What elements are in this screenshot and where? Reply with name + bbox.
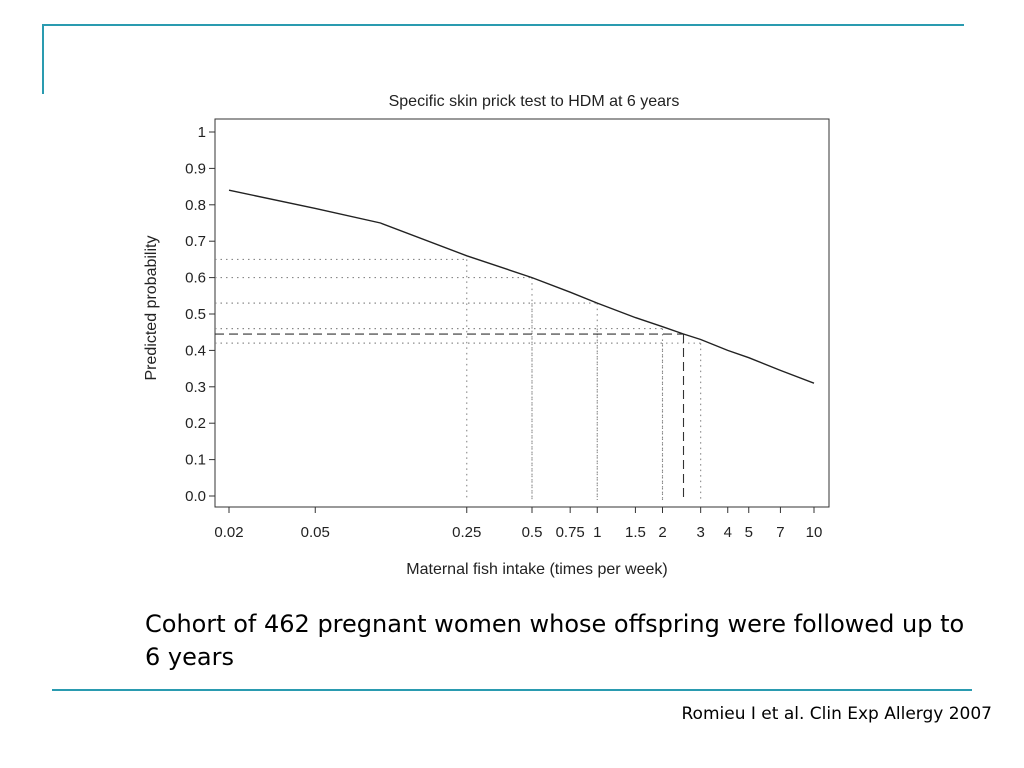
x-axis: 0.02 0.05 0.25 0.5 0.75 1 1.5 2 3 4 5 7 10: [214, 507, 822, 541]
y-tick-label: 0.3: [185, 379, 206, 396]
left-accent-line: [42, 24, 44, 94]
x-tick-label: 0.02: [214, 524, 243, 541]
x-tick-label: 0.75: [556, 524, 585, 541]
plot-frame: [214, 118, 830, 508]
y-tick-label: 1: [198, 124, 206, 141]
y-tick-label: 0.5: [185, 306, 206, 323]
x-tick-label: 3: [696, 524, 704, 541]
x-tick-label: 2: [658, 524, 666, 541]
x-tick-label: 0.25: [452, 524, 481, 541]
y-tick-label: 0.8: [185, 197, 206, 214]
y-tick-label: 0.2: [185, 415, 206, 432]
x-tick-label: 1: [593, 524, 601, 541]
y-tick-label: 0.6: [185, 270, 206, 287]
y-tick-label: 0.7: [185, 233, 206, 250]
y-axis: 0.0 0.1 0.2 0.3 0.4 0.5 0.6 0.7 0.8 0.9 1: [185, 124, 215, 505]
x-tick-label: 1.5: [625, 524, 646, 541]
x-tick-label: 7: [776, 524, 784, 541]
x-axis-label: Maternal fish intake (times per week): [406, 561, 667, 578]
x-tick-label: 0.5: [522, 524, 543, 541]
y-tick-label: 0.1: [185, 452, 206, 469]
x-tick-label: 4: [724, 524, 732, 541]
y-tick-label: 0.4: [185, 342, 206, 359]
y-tick-label: 0.0: [185, 488, 206, 505]
y-axis-label: Predicted probability: [143, 236, 160, 381]
reference-lines: [215, 258, 702, 500]
x-tick-label: 0.05: [301, 524, 330, 541]
chart-title: Specific skin prick test to HDM at 6 yea…: [389, 93, 680, 110]
slide-caption: Cohort of 462 pregnant women whose offsp…: [145, 610, 965, 671]
chart: Specific skin prick test to HDM at 6 yea…: [143, 93, 830, 578]
slide-citation: Romieu I et al. Clin Exp Allergy 2007: [681, 704, 993, 724]
top-accent-line: [42, 24, 964, 26]
x-tick-label: 5: [745, 524, 753, 541]
bottom-accent-line: [52, 689, 972, 691]
y-tick-label: 0.9: [185, 160, 206, 177]
x-tick-label: 10: [806, 524, 823, 541]
predicted-probability-line: [228, 189, 815, 384]
